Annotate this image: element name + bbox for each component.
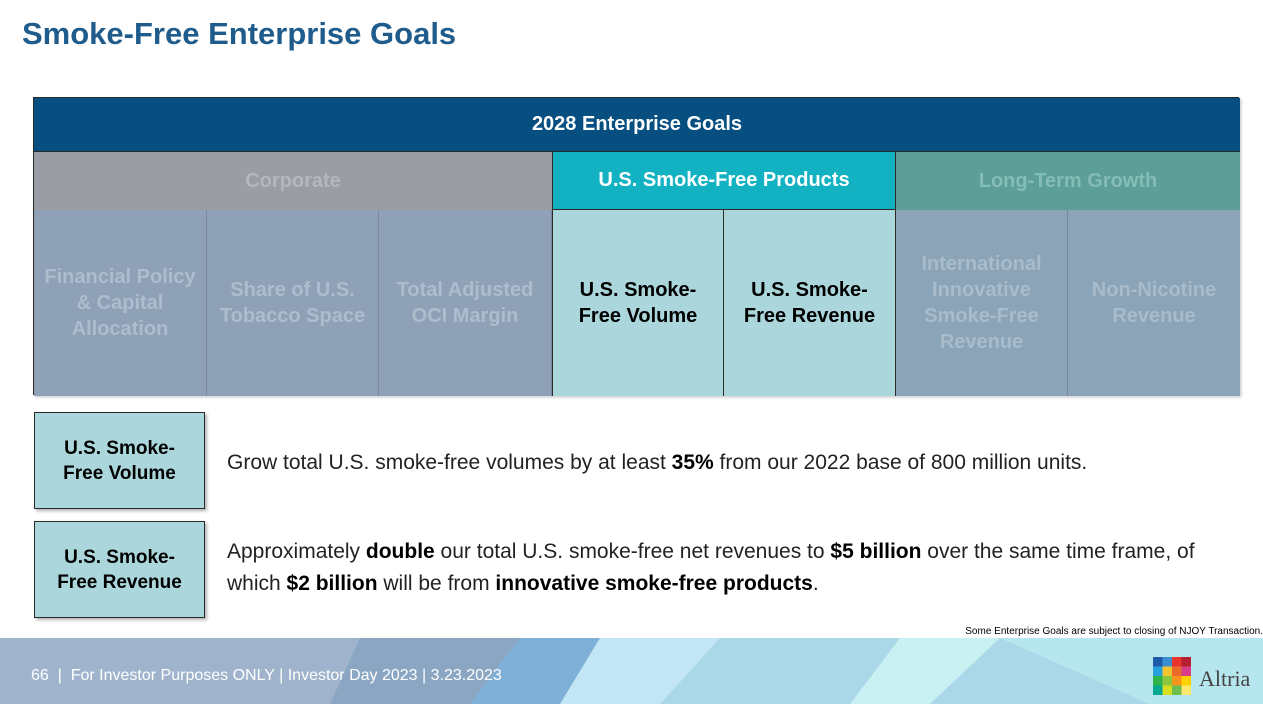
goal-us-smoke-free-volume: U.S. Smoke-Free Volume: [552, 210, 724, 396]
goal-non-nicotine-revenue: Non-Nicotine Revenue: [1068, 210, 1240, 396]
text-part: over the same time frame, of which: [227, 540, 1195, 595]
text-part: our total U.S. smoke-free net revenues t…: [434, 540, 831, 563]
detail-box-revenue: U.S. Smoke-Free Revenue: [34, 521, 205, 618]
goal-share-tobacco-space: Share of U.S. Tobacco Space: [207, 210, 379, 396]
altria-logo-icon: [1153, 657, 1191, 695]
goals-header: 2028 Enterprise Goals: [34, 98, 1240, 152]
goal-adjusted-oci-margin: Total Adjusted OCI Margin: [379, 210, 552, 396]
text-part-bold: double: [365, 540, 435, 563]
text-part: from our 2022 base of 800 million units.: [713, 451, 1088, 474]
goal-financial-policy: Financial Policy & Capital Allocation: [34, 210, 207, 396]
text-part-bold: $5 billion: [830, 540, 922, 563]
text-part-bold: innovative smoke-free products: [495, 572, 813, 595]
detail-text-volume: Grow total U.S. smoke-free volumes by at…: [227, 447, 1247, 479]
text-part-bold: $2 billion: [286, 572, 378, 595]
category-long-term-growth: Long-Term Growth: [896, 152, 1240, 210]
detail-box-volume: U.S. Smoke-Free Volume: [34, 412, 205, 509]
category-corporate: Corporate: [34, 152, 552, 210]
page-title: Smoke-Free Enterprise Goals: [22, 16, 457, 51]
goal-international-revenue: International Innovative Smoke-Free Reve…: [896, 210, 1068, 396]
footnote: Some Enterprise Goals are subject to clo…: [965, 626, 1263, 637]
text-part: Grow total U.S. smoke-free volumes by at…: [227, 451, 672, 474]
goal-us-smoke-free-revenue: U.S. Smoke-Free Revenue: [724, 210, 896, 396]
text-part-bold: 35%: [671, 451, 714, 474]
text-part: .: [812, 572, 819, 595]
text-part: will be from: [377, 572, 496, 595]
footer-banner: [0, 638, 1263, 704]
category-us-smoke-free-products: U.S. Smoke-Free Products: [552, 152, 896, 210]
detail-text-revenue: Approximately double our total U.S. smok…: [227, 536, 1252, 600]
enterprise-goals-table: 2028 Enterprise Goals Corporate U.S. Smo…: [33, 97, 1240, 396]
text-part: Approximately: [227, 540, 366, 563]
footer-text: 66 | For Investor Purposes ONLY | Invest…: [31, 667, 502, 684]
altria-logo-text: Altria: [1199, 666, 1251, 691]
